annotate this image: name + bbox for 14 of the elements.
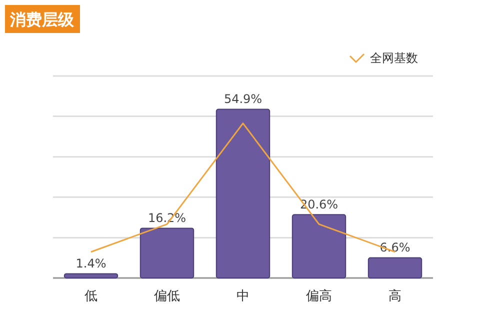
x-tick-label: 偏低	[154, 289, 180, 304]
chart-title: 消费层级	[9, 10, 75, 29]
bar	[216, 108, 270, 278]
data-label: 54.9%	[224, 92, 262, 106]
bar	[368, 257, 422, 278]
legend-label: 全网基数	[370, 51, 418, 65]
bar	[64, 273, 118, 278]
x-tick-label: 中	[236, 289, 250, 304]
x-tick-label: 高	[388, 288, 402, 304]
bar	[292, 214, 346, 278]
x-tick-label: 偏高	[306, 288, 332, 304]
x-tick-label: 低	[84, 289, 98, 304]
data-label: 1.4%	[76, 256, 106, 271]
bar	[140, 228, 194, 278]
